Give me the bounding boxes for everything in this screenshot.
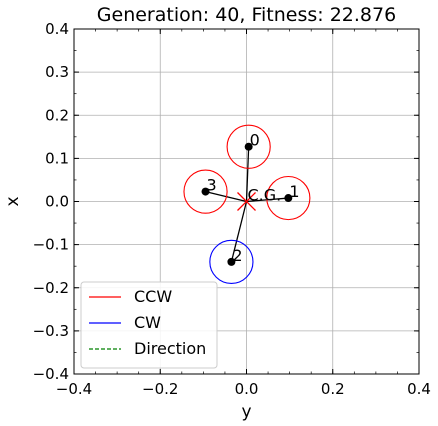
y-tick-label: −0.3 [33, 322, 69, 340]
x-tick-label: −0.2 [142, 380, 178, 398]
legend-box [80, 281, 218, 369]
legend-label-ccw: CCW [134, 287, 172, 306]
legend-label-cw: CW [134, 313, 161, 332]
rotor-circle-1 [266, 175, 311, 221]
center-of-gravity: C.G. [237, 186, 282, 211]
y-tick-label: 0.0 [45, 193, 69, 211]
rotor-point-0 [244, 142, 253, 151]
rotor-circles [183, 124, 311, 284]
chart-title: Generation: 40, Fitness: 22.876 [97, 4, 396, 26]
y-tick-label: 0.2 [45, 106, 69, 124]
rotor-label-2: 2 [232, 246, 242, 265]
rotor-point-1 [284, 194, 293, 203]
x-axis-label: y [241, 402, 251, 422]
x-tick-label: −0.4 [56, 380, 92, 398]
rotor-circle-2 [209, 239, 254, 284]
tick-labels: −0.4 −0.2 0.0 0.2 0.4 −0.4 −0.3 −0.2 −0.1 0.0 0.1 0… [33, 20, 431, 398]
rotor-arm [245, 146, 250, 202]
rotor-point-2 [227, 257, 236, 266]
rotor-arm [230, 201, 248, 263]
x-tick-label: 0.2 [321, 380, 345, 398]
rotor-labels: 0 1 2 3 [207, 131, 300, 265]
y-tick-label: −0.2 [33, 279, 69, 297]
y-tick-label: −0.4 [33, 365, 69, 383]
y-tick-label: 0.1 [45, 149, 69, 167]
y-tick-label: 0.3 [45, 63, 69, 81]
rotor-label-3: 3 [207, 176, 217, 195]
rotor-points [201, 142, 293, 266]
x-tick-label: 0.0 [235, 380, 259, 398]
cg-marker-stroke-b [237, 192, 256, 211]
rotor-circle-0 [226, 124, 271, 169]
plot-frame [73, 28, 420, 375]
rotor-circle-3 [183, 169, 228, 214]
y-tick-label: 0.4 [45, 20, 69, 38]
y-axis-label: x [3, 196, 23, 206]
rotor-point-3 [201, 187, 210, 196]
rotor-arm [246, 197, 289, 203]
rotor-label-1: 1 [289, 182, 299, 201]
rotor-label-0: 0 [250, 131, 260, 150]
legend: CCW CW Direction [80, 281, 218, 369]
x-tick-label: 0.4 [407, 380, 431, 398]
cg-label: C.G. [248, 186, 282, 205]
y-tick-label: −0.1 [33, 236, 69, 254]
legend-label-direction: Direction [134, 339, 206, 358]
